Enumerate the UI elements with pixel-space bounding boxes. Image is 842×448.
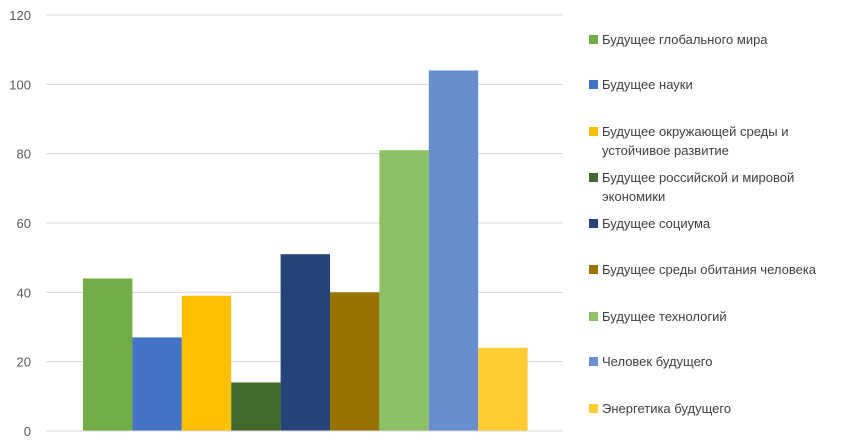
legend: Будущее глобального мира Будущее науки Буд… xyxy=(589,0,839,448)
legend-swatch xyxy=(589,80,598,89)
legend-swatch xyxy=(589,265,598,274)
legend-item: Будущее глобального мира xyxy=(589,30,839,49)
legend-label: Будущее технологий xyxy=(602,309,727,324)
legend-label: Будущее социума xyxy=(602,216,711,231)
y-tick-label: 100 xyxy=(9,77,31,92)
legend-swatch xyxy=(589,173,598,182)
bar xyxy=(231,382,281,431)
legend-item: Человек будущего xyxy=(589,352,839,371)
legend-label: Энергетика будущего xyxy=(602,401,732,416)
legend-item: Будущее технологий xyxy=(589,307,839,326)
legend-swatch xyxy=(589,127,598,136)
legend-label: Будущее окружающей среды и устойчивое ра… xyxy=(602,124,789,158)
legend-swatch xyxy=(589,404,598,413)
legend-label: Человек будущего xyxy=(602,354,713,369)
legend-item: Будущее окружающей среды и устойчивое ра… xyxy=(589,122,839,160)
bar xyxy=(330,292,380,431)
legend-label: Будущее науки xyxy=(602,77,693,92)
legend-swatch xyxy=(589,357,598,366)
legend-swatch xyxy=(589,219,598,228)
bar xyxy=(478,347,528,431)
y-tick-label: 40 xyxy=(17,285,31,300)
bar xyxy=(280,254,330,431)
legend-label: Будущее российской и мировой экономики xyxy=(602,170,795,204)
y-tick-label: 80 xyxy=(17,147,31,162)
bar xyxy=(428,70,479,431)
y-tick-label: 60 xyxy=(17,216,31,231)
legend-label: Будущее среды обитания человека xyxy=(602,262,817,277)
legend-swatch xyxy=(589,312,598,321)
legend-swatch xyxy=(589,35,598,44)
legend-item: Энергетика будущего xyxy=(589,399,839,418)
y-tick-label: 20 xyxy=(17,355,31,370)
legend-label: Будущее глобального мира xyxy=(602,32,768,47)
bar xyxy=(83,278,133,431)
bar xyxy=(132,337,182,431)
legend-item: Будущее социума xyxy=(589,214,839,233)
plot-area: 0 20 40 60 80 100 120 xyxy=(9,8,563,439)
legend-item: Будущее науки xyxy=(589,75,839,94)
bar xyxy=(181,295,232,431)
legend-item: Будущее среды обитания человека xyxy=(589,260,839,279)
bar xyxy=(379,150,429,431)
legend-item: Будущее российской и мировой экономики xyxy=(589,168,839,206)
y-tick-label: 0 xyxy=(24,424,31,439)
y-tick-label: 120 xyxy=(9,8,31,23)
